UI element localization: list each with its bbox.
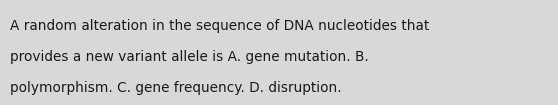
Text: A random alteration in the sequence of DNA nucleotides that: A random alteration in the sequence of D… — [10, 19, 429, 33]
Text: polymorphism. C. gene frequency. D. disruption.: polymorphism. C. gene frequency. D. disr… — [10, 81, 341, 95]
Text: provides a new variant allele is A. gene mutation. B.: provides a new variant allele is A. gene… — [10, 50, 369, 64]
